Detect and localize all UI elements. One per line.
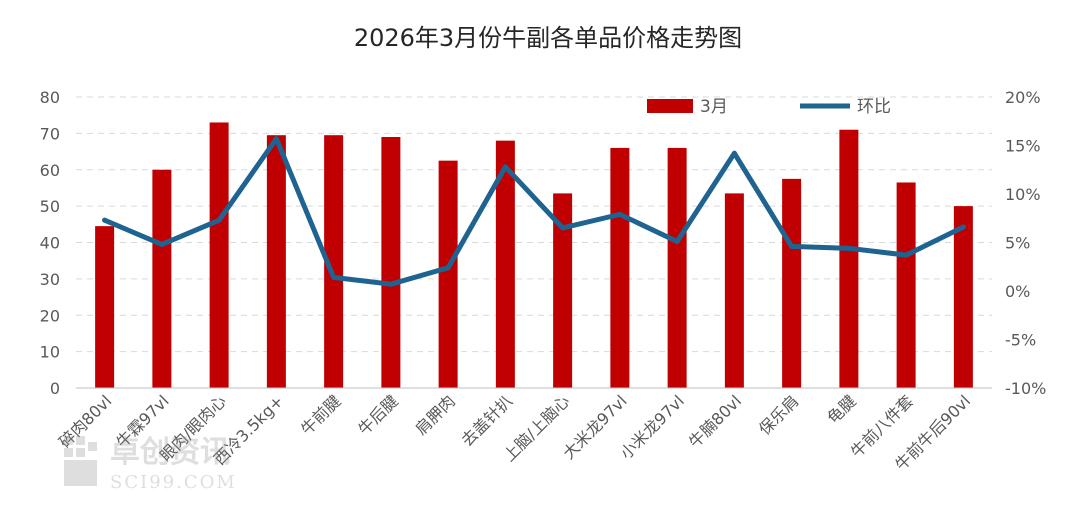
bar (953, 206, 973, 388)
bar (95, 226, 115, 388)
bar (553, 193, 573, 388)
bar (839, 129, 859, 389)
y-right-tick-label: 15% (1005, 137, 1041, 156)
axis-layer: 01020304050607080-10%-5%0%5%10%15%20%碎肉8… (40, 88, 1047, 474)
line-point (674, 239, 680, 245)
line-point (560, 225, 566, 231)
legend-label-line: 环比 (857, 97, 891, 117)
line-point (159, 241, 165, 247)
legend-label-bar: 3月 (700, 97, 728, 117)
y-left-tick-label: 60 (40, 161, 60, 180)
x-tick-label: 保乐肩 (755, 391, 802, 438)
legend-swatch-bar (647, 99, 693, 113)
x-tick-label: 牛后腱 (354, 391, 401, 438)
y-right-tick-label: 20% (1005, 88, 1041, 107)
line-layer (102, 136, 966, 287)
svg-text:卓创资讯: 卓创资讯 (110, 435, 230, 470)
y-right-tick-label: -5% (1005, 331, 1036, 350)
watermark-logo: 卓创资讯 SCI99.COM (64, 435, 237, 493)
line-point (960, 224, 966, 230)
bar (209, 122, 229, 389)
line-point (445, 265, 451, 271)
y-left-tick-label: 20 (40, 306, 60, 325)
line-point (617, 211, 623, 217)
bar (152, 169, 172, 388)
y-right-tick-label: -10% (1005, 379, 1046, 398)
bar (610, 147, 630, 388)
bar-layer (95, 122, 973, 389)
line-point (331, 274, 337, 280)
line-series-huanbi (102, 136, 966, 287)
line-point (216, 217, 222, 223)
line-point (502, 164, 508, 170)
bar (438, 160, 458, 388)
x-tick-label: 牛前腱 (297, 391, 344, 438)
line-point (102, 217, 108, 223)
line-point (846, 245, 852, 251)
y-right-tick-label: 10% (1005, 185, 1041, 204)
y-left-tick-label: 30 (40, 270, 60, 289)
x-tick-label: 牛腩80vl (685, 391, 745, 451)
svg-text:SCI99.COM: SCI99.COM (110, 472, 237, 493)
bar (724, 193, 744, 388)
line-point (789, 243, 795, 249)
x-tick-label: 龟腱 (824, 391, 860, 427)
line-point (273, 136, 279, 142)
x-tick-label: 肩胛肉 (412, 391, 459, 438)
y-left-tick-label: 50 (40, 197, 60, 216)
y-left-tick-label: 70 (40, 124, 60, 143)
bar (266, 135, 286, 388)
y-right-tick-label: 0% (1005, 282, 1030, 301)
y-left-tick-label: 80 (40, 88, 60, 107)
bar (896, 182, 916, 388)
x-tick-label: 去盖针扒 (458, 391, 517, 450)
bar (495, 140, 515, 388)
bar (324, 135, 344, 388)
line-point (731, 150, 737, 156)
line-point (388, 281, 394, 287)
chart-title: 2026年3月份牛副各单品价格走势图 (354, 24, 742, 52)
y-left-tick-label: 0 (50, 379, 60, 398)
grid-layer (76, 96, 992, 353)
line-point (903, 252, 909, 258)
y-left-tick-label: 10 (40, 343, 60, 362)
y-right-tick-label: 5% (1005, 234, 1030, 253)
y-left-tick-label: 40 (40, 234, 60, 253)
bar (667, 147, 687, 388)
bar (782, 178, 802, 388)
legend: 3月 环比 (647, 97, 891, 117)
bar (381, 137, 401, 388)
